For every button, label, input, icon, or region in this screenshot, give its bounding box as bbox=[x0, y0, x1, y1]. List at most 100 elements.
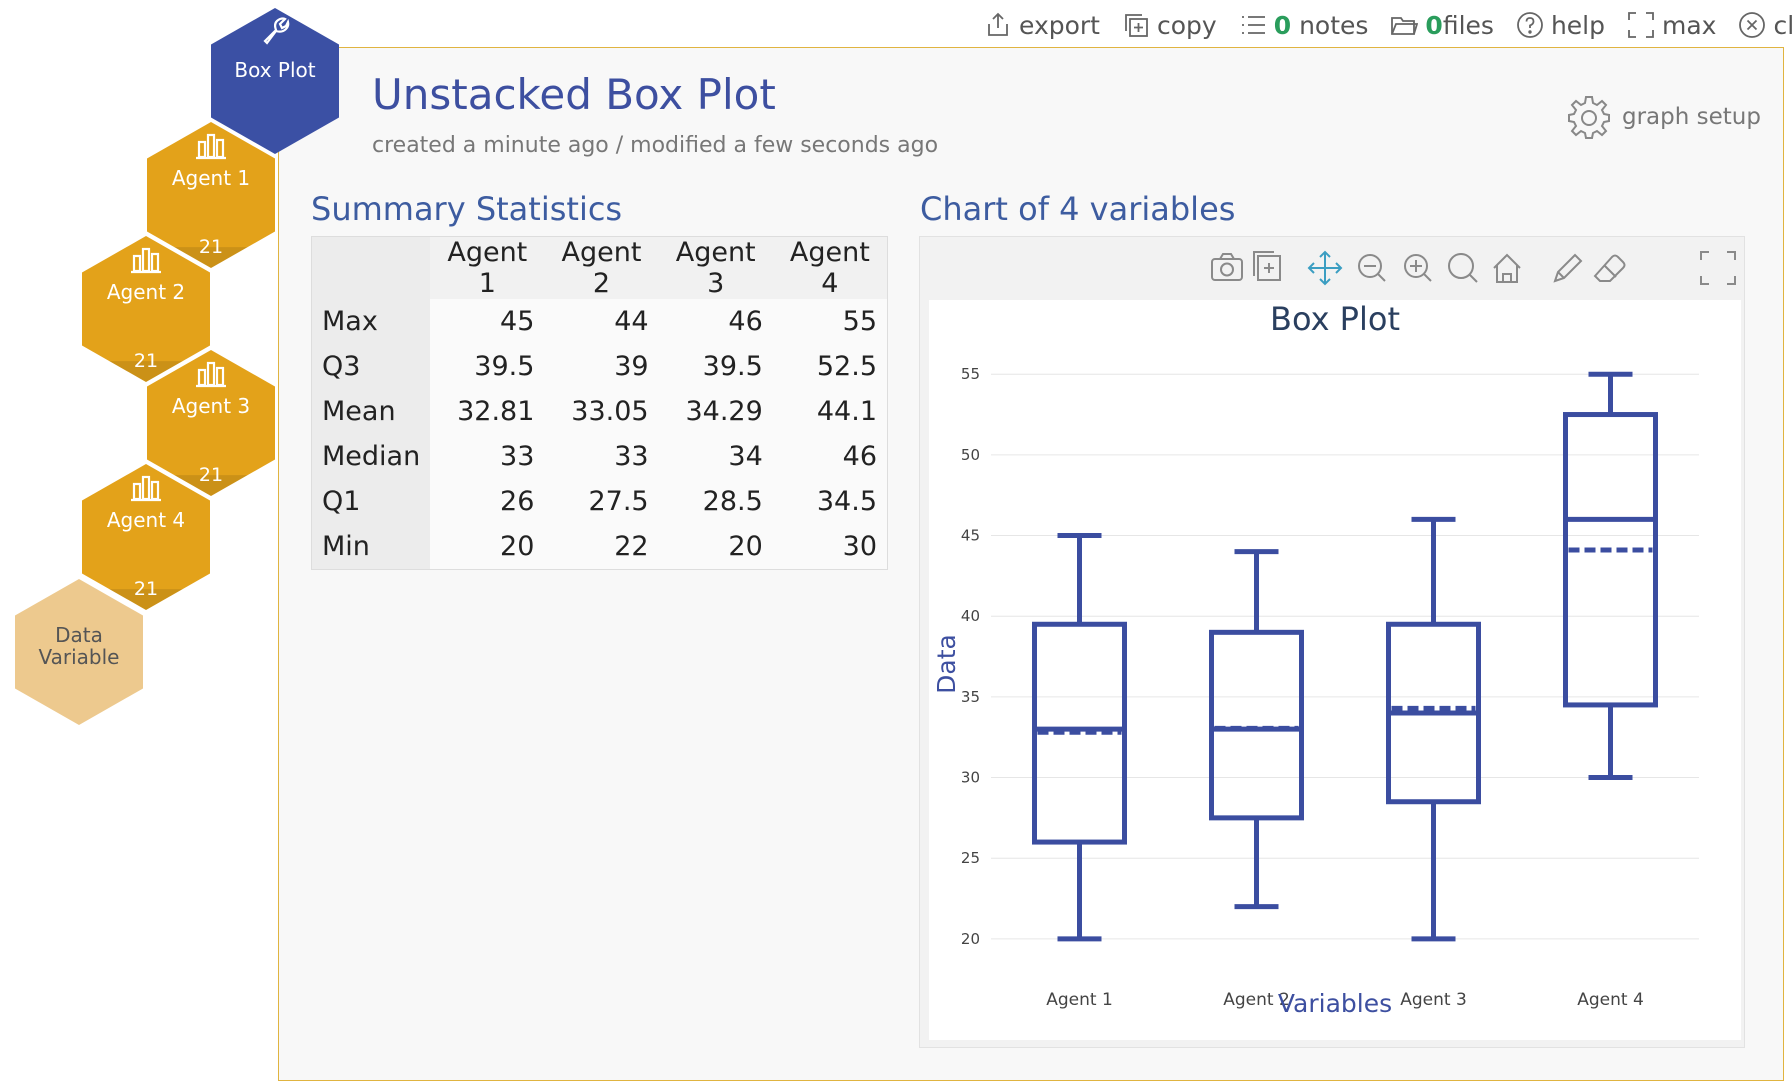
agent-3-hex[interactable]: Agent 3 21 bbox=[147, 350, 275, 496]
agent-4-count: 21 bbox=[133, 578, 159, 600]
table-cell: 22 bbox=[544, 524, 659, 570]
table-corner-cell bbox=[311, 236, 431, 299]
table-cell: 33.05 bbox=[544, 389, 659, 434]
copy-button[interactable]: copy bbox=[1122, 11, 1217, 40]
agent-3-count: 21 bbox=[198, 464, 224, 486]
table-cell: 34 bbox=[658, 434, 773, 479]
table-cell: 30 bbox=[772, 524, 888, 570]
pan-icon[interactable] bbox=[1307, 250, 1343, 286]
zoom-in-icon[interactable] bbox=[1404, 254, 1432, 282]
bar-chart-icon bbox=[196, 133, 226, 160]
agent-2-hex[interactable]: Agent 2 21 bbox=[82, 236, 210, 382]
list-icon bbox=[1241, 16, 1265, 34]
help-button[interactable]: help bbox=[1516, 11, 1605, 40]
row-label: Max bbox=[311, 299, 431, 344]
chart-plot-area bbox=[929, 300, 1741, 1040]
agent-4-hex[interactable]: Agent 4 21 bbox=[82, 464, 210, 610]
help-label: help bbox=[1550, 10, 1605, 40]
compare-icon[interactable] bbox=[1253, 251, 1281, 281]
row-label: Mean bbox=[311, 389, 431, 434]
export-button[interactable]: export bbox=[984, 11, 1100, 40]
y-tick-label: 50 bbox=[961, 446, 980, 464]
summary-statistics-heading: Summary Statistics bbox=[311, 190, 623, 228]
gear-icon bbox=[1568, 96, 1610, 139]
data-variable-label-line2: Variable bbox=[38, 645, 120, 669]
box-3 bbox=[1386, 516, 1481, 942]
max-button[interactable]: max bbox=[1627, 11, 1716, 40]
copy-label: copy bbox=[1156, 10, 1217, 40]
table-row: Max 45 44 46 55 bbox=[311, 299, 888, 344]
row-label: Q3 bbox=[311, 344, 431, 389]
eraser-icon[interactable] bbox=[1593, 254, 1626, 282]
chart-heading: Chart of 4 variables bbox=[920, 190, 1236, 228]
close-icon bbox=[1739, 12, 1766, 38]
iqr-box bbox=[1563, 412, 1658, 708]
table-cell: 55 bbox=[772, 299, 888, 344]
table-cell: 33 bbox=[430, 434, 545, 479]
notes-count: 0 bbox=[1273, 10, 1292, 40]
column-header: Agent 4 bbox=[772, 236, 888, 299]
zoom-out-icon[interactable] bbox=[1358, 254, 1386, 282]
table-row: Median 33 33 34 46 bbox=[311, 434, 888, 479]
y-axis-title: Data bbox=[932, 634, 961, 694]
agent-1-hex[interactable]: Agent 1 21 bbox=[147, 122, 275, 268]
table-cell: 44 bbox=[544, 299, 659, 344]
table-row: Mean 32.81 33.05 34.29 44.1 bbox=[311, 389, 888, 434]
table-cell: 34.5 bbox=[772, 479, 888, 524]
files-label: files bbox=[1442, 10, 1494, 40]
close-label: close bbox=[1773, 10, 1792, 40]
notes-label: notes bbox=[1299, 10, 1369, 40]
bar-chart-icon bbox=[131, 247, 161, 274]
close-button[interactable]: close bbox=[1738, 11, 1792, 40]
table-cell: 28.5 bbox=[658, 479, 773, 524]
page-subtitle: created a minute ago / modified a few se… bbox=[372, 133, 939, 158]
data-variable-label-line1: Data bbox=[55, 623, 103, 647]
box-plot-chart: Box Plot 20 25 30 35 40 45 50 55 Agent 1 Agent 2 Ag… bbox=[932, 300, 1699, 1018]
y-tick-label: 25 bbox=[961, 849, 980, 867]
home-icon[interactable] bbox=[1493, 253, 1521, 283]
x-tick-label: Agent 4 bbox=[1577, 990, 1644, 1010]
table-cell: 20 bbox=[430, 524, 545, 570]
agent-1-count: 21 bbox=[198, 236, 224, 258]
copy-icon bbox=[1125, 14, 1148, 37]
table-cell: 26 bbox=[430, 479, 545, 524]
table-row: Min 20 22 20 30 bbox=[311, 524, 888, 570]
table-cell: 39 bbox=[544, 344, 659, 389]
table-cell: 34.29 bbox=[658, 389, 773, 434]
box-2 bbox=[1209, 549, 1304, 910]
box-plot-hex-label: Box Plot bbox=[234, 58, 316, 82]
x-tick-label: Agent 3 bbox=[1400, 990, 1467, 1010]
table-cell: 20 bbox=[658, 524, 773, 570]
table-cell: 45 bbox=[430, 299, 545, 344]
top-toolbar: export copy 0 notes 0files help max cl bbox=[984, 4, 1792, 46]
camera-icon[interactable] bbox=[1211, 253, 1243, 281]
graph-setup-label: graph setup bbox=[1622, 104, 1761, 130]
pencil-icon[interactable] bbox=[1553, 253, 1583, 283]
export-icon bbox=[988, 12, 1008, 36]
box-1 bbox=[1032, 533, 1127, 942]
notes-button[interactable]: 0 notes bbox=[1239, 10, 1369, 40]
table-cell: 33 bbox=[544, 434, 659, 479]
fullscreen-icon[interactable] bbox=[1700, 251, 1736, 285]
summary-statistics-table: Agent 1 Agent 2 Agent 3 Agent 4 Max 45 4… bbox=[311, 236, 888, 570]
agent-1-hex-label: Agent 1 bbox=[171, 166, 251, 190]
table-row: Q1 26 27.5 28.5 34.5 bbox=[311, 479, 888, 524]
graph-setup-button[interactable]: graph setup bbox=[1566, 94, 1761, 140]
files-button[interactable]: 0files bbox=[1390, 11, 1494, 40]
files-count: 0 bbox=[1425, 10, 1443, 40]
column-header: Agent 2 bbox=[544, 236, 659, 299]
bar-chart-icon bbox=[131, 475, 161, 502]
y-tick-label: 20 bbox=[961, 930, 980, 948]
table-cell: 27.5 bbox=[544, 479, 659, 524]
table-cell: 46 bbox=[658, 299, 773, 344]
autoscale-icon[interactable] bbox=[1448, 253, 1478, 283]
bar-chart-icon bbox=[196, 361, 226, 388]
folder-icon bbox=[1391, 17, 1419, 35]
agent-2-hex-label: Agent 2 bbox=[106, 280, 186, 304]
y-tick-label: 45 bbox=[961, 527, 980, 545]
chart-title: Box Plot bbox=[1270, 300, 1400, 338]
data-variable-hex[interactable]: Data Variable bbox=[15, 579, 143, 725]
x-tick-label: Agent 2 bbox=[1223, 990, 1290, 1010]
y-tick-label: 55 bbox=[961, 365, 980, 383]
max-label: max bbox=[1661, 10, 1717, 40]
